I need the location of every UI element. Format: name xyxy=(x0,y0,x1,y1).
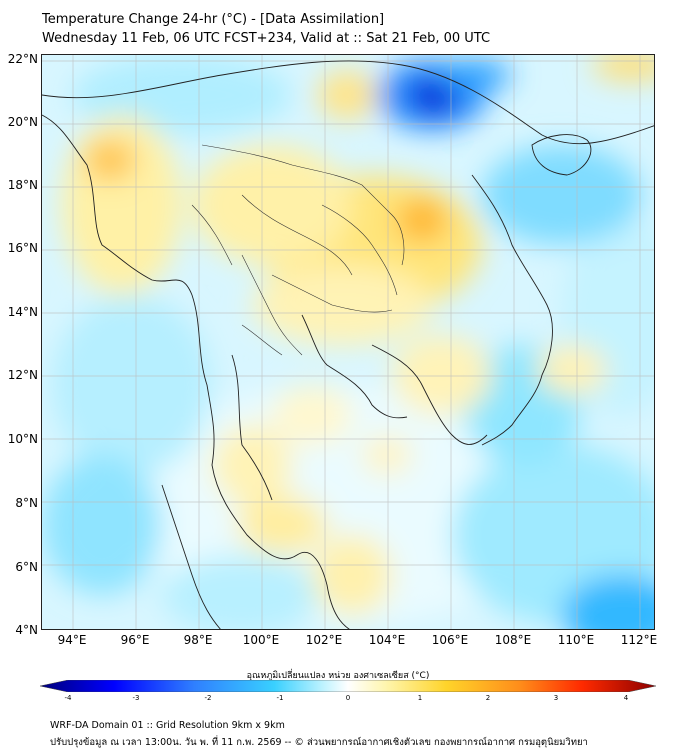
temperature-change-map xyxy=(41,54,655,630)
footer-model-info: WRF-DA Domain 01 :: Grid Resolution 9km … xyxy=(50,720,285,731)
map-title: Temperature Change 24-hr (°C) - [Data As… xyxy=(42,12,385,27)
map-subtitle: Wednesday 11 Feb, 06 UTC FCST+234, Valid… xyxy=(42,31,491,46)
province-borders xyxy=(191,144,405,356)
lon-label-108: 108°E xyxy=(494,633,532,647)
lon-label-110: 110°E xyxy=(557,633,595,647)
lon-label-106: 106°E xyxy=(431,633,469,647)
lat-label-16: 16°N xyxy=(7,241,38,255)
lon-label-112: 112°E xyxy=(620,633,658,647)
coastlines xyxy=(42,60,654,629)
lon-label-102: 102°E xyxy=(305,633,343,647)
colorbar-tick--3: -3 xyxy=(132,694,140,702)
lon-label-104: 104°E xyxy=(368,633,406,647)
colorbar-tick--1: -1 xyxy=(276,694,284,702)
colorbar-tick-0: 0 xyxy=(345,694,351,702)
lat-label-4: 4°N xyxy=(15,623,38,637)
colorbar-tick-4: 4 xyxy=(623,694,629,702)
lon-label-100: 100°E xyxy=(242,633,280,647)
lat-label-14: 14°N xyxy=(7,305,38,319)
lon-label-96: 96°E xyxy=(120,633,150,647)
lat-label-12: 12°N xyxy=(7,368,38,382)
lat-label-22: 22°N xyxy=(7,52,38,66)
colorbar-tick--2: -2 xyxy=(204,694,212,702)
colorbar-tick-1: 1 xyxy=(417,694,423,702)
colorbar-tick-3: 3 xyxy=(553,694,559,702)
footer-update-info: ปรับปรุงข้อมูล ณ เวลา 13:00น. วัน พ. ที่… xyxy=(50,737,588,748)
lon-label-94: 94°E xyxy=(57,633,87,647)
lat-label-10: 10°N xyxy=(7,432,38,446)
colorbar xyxy=(40,680,656,692)
lat-label-8: 8°N xyxy=(15,496,38,510)
colorbar-tick-2: 2 xyxy=(485,694,491,702)
lon-label-98: 98°E xyxy=(183,633,213,647)
lat-label-6: 6°N xyxy=(15,560,38,574)
colorbar-tick--4: -4 xyxy=(64,694,72,702)
lat-label-18: 18°N xyxy=(7,178,38,192)
lat-label-20: 20°N xyxy=(7,115,38,129)
colorbar-title: อุณหภูมิเปลี่ยนแปลง หน่วย องศาเซลเซียส (… xyxy=(246,671,430,681)
